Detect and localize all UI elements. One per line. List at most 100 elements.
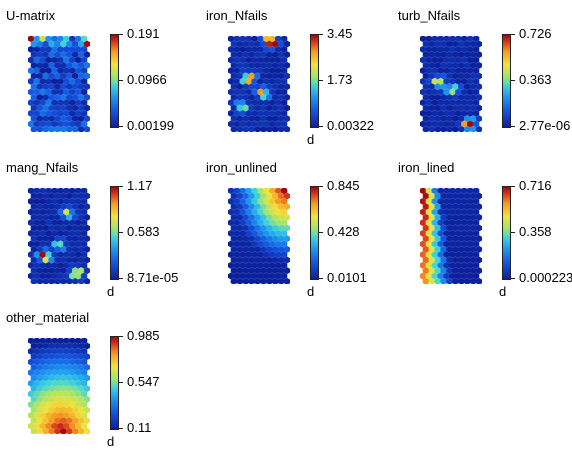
map-cell [266,224,273,232]
colorbar-tick [119,336,123,337]
map-cell [72,363,79,371]
map-cell [464,72,471,80]
map-cell [458,40,465,48]
map-cell [475,192,482,200]
map-cell [464,245,471,253]
map-cell [272,93,279,101]
map-cell [263,67,270,75]
map-cell [69,411,76,419]
map-cell [75,67,82,75]
map-cell [51,379,58,387]
map-cell [443,88,450,96]
map-cell [54,51,61,59]
map-cell [431,67,438,75]
map-cell [42,104,49,112]
map-cell [48,203,55,211]
map-cell [28,229,35,237]
map-cell [233,251,241,259]
map-cell [57,272,64,280]
colorbar-tick-label: 0.845 [327,178,360,193]
map-cell [266,192,273,200]
map-cell [30,192,38,200]
map-cell [248,256,255,264]
map-cell [277,104,285,112]
map-cell [242,115,249,123]
colorbar-tick [511,186,515,187]
map-cell [239,67,246,75]
map-cell [449,67,456,75]
map-cell [245,67,252,75]
map-cell [39,272,46,280]
map-cell [77,385,85,393]
map-cell [54,395,61,403]
map-cell [420,219,427,227]
map-cell [45,422,52,430]
map-cell [75,358,82,366]
map-cell [260,93,267,101]
map-cell [48,256,55,264]
map-cell [283,213,290,221]
map-cell [66,235,73,243]
colorbar [110,336,119,430]
colorbar-tick-label: 0.0966 [127,72,167,87]
map-cell [277,256,285,264]
map-cell [51,67,58,75]
map-cell [280,120,288,128]
map-cell [452,256,459,264]
map-cell [230,61,238,69]
component-plane-7: other_material 0.985 0.547 0.11 d [6,310,186,450]
map-cell [54,192,61,200]
map-cell [275,120,282,128]
map-cell [461,251,468,259]
map-cell [254,235,261,243]
colorbar-tick [119,34,123,35]
map-cell [36,353,43,361]
map-cell [236,61,243,69]
map-cell [66,192,73,200]
map-cell [446,51,453,59]
map-cell [45,77,52,85]
map-cell [437,67,444,75]
map-cell [33,411,41,419]
map-cell [54,104,61,112]
map-cell [446,93,453,101]
map-cell [272,267,279,275]
map-cell [277,224,285,232]
map-cell [28,120,35,128]
component-plane-4: mang_Nfails 1.17 0.583 8.71e-05 d [6,160,186,300]
map-cell [254,115,261,123]
map-cell [80,188,88,195]
map-cell [461,261,468,269]
map-cell [233,77,241,85]
map-cell [455,109,462,117]
map-cell [36,245,43,253]
map-cell [45,261,52,269]
map-cell [431,208,438,216]
map-cell [251,67,258,75]
map-cell [283,40,290,48]
map-cell [443,56,450,64]
map-cell [245,77,252,85]
map-cell [36,93,43,101]
map-cell [60,224,67,232]
map-cell [455,99,462,107]
map-cell [30,213,38,221]
map-cell [431,261,438,269]
map-cell [233,88,241,96]
map-cell [60,406,67,414]
map-cell [75,88,82,96]
map-cell [254,72,261,80]
map-cell [36,224,43,232]
map-cell [283,61,290,69]
map-cell [33,45,41,53]
colorbar-tick-label: 8.71e-05 [127,270,179,285]
map-cell [263,251,270,259]
plane-title: iron_Nfails [206,8,268,23]
map-cell [230,203,238,211]
map-cell [251,197,258,205]
map-cell [72,115,79,123]
map-cell [51,120,58,128]
map-cell [283,51,290,59]
map-cell [443,261,450,269]
plane-title: iron_lined [398,160,455,175]
